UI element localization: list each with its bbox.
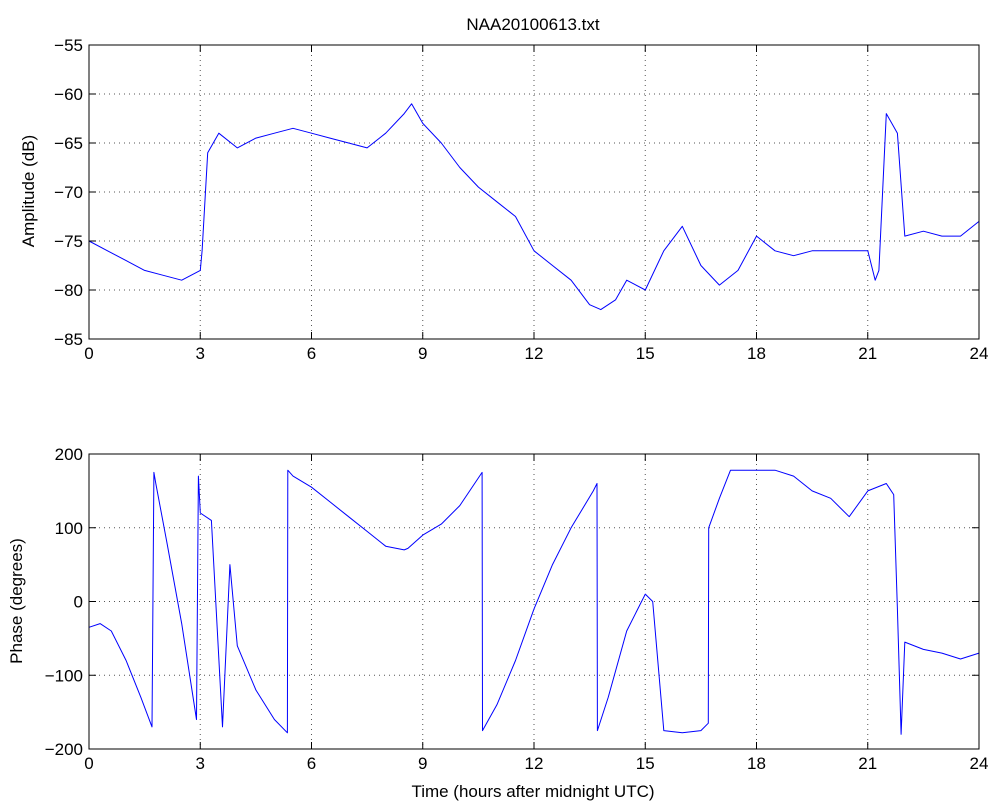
phase-y-tick-labels: 200 100 0 −100 −200 [45,445,83,759]
phase-y-axis-label: Phase (degrees) [7,538,26,664]
phase-x-tick-labels: 0 3 6 9 12 15 18 21 24 [84,754,988,773]
amplitude-y-tick-label: −70 [54,183,83,202]
amplitude-grid [89,45,979,339]
amplitude-x-tick-label: 12 [525,344,544,363]
phase-x-tick-label: 12 [525,754,544,773]
phase-x-tick-label: 9 [418,754,427,773]
amplitude-x-tick-label: 15 [636,344,655,363]
amplitude-y-tick-label: −75 [54,232,83,251]
amplitude-x-tick-label: 21 [858,344,877,363]
amplitude-x-tick-label: 24 [970,344,989,363]
amplitude-ticks [88,44,980,340]
amplitude-y-tick-labels: −55 −60 −65 −70 −75 −80 −85 [54,36,83,349]
phase-panel: 0 3 6 9 12 15 18 21 24 200 100 0 −100 −200 Phase (de… [7,445,988,801]
phase-x-tick-label: 24 [970,754,989,773]
phase-y-tick-label: 200 [55,445,83,464]
phase-y-tick-label: −100 [45,666,83,685]
phase-x-tick-label: 15 [636,754,655,773]
phase-grid [89,454,979,749]
amplitude-y-tick-label: −80 [54,281,83,300]
phase-y-tick-label: 100 [55,519,83,538]
amplitude-y-tick-label: −60 [54,85,83,104]
amplitude-y-tick-label: −55 [54,36,83,55]
amplitude-x-tick-label: 3 [196,344,205,363]
phase-ticks [88,453,980,750]
phase-x-axis-label: Time (hours after midnight UTC) [411,782,654,801]
phase-y-tick-label: 0 [74,593,83,612]
phase-y-tick-label: −200 [45,740,83,759]
phase-x-tick-label: 18 [747,754,766,773]
amplitude-y-tick-label: −85 [54,330,83,349]
amplitude-y-axis-label: Amplitude (dB) [19,135,38,247]
phase-x-tick-label: 0 [84,754,93,773]
amplitude-panel: 0 3 6 9 12 15 18 21 24 −55 −60 −65 −70 −75 −80 −85 Amp… [19,36,988,363]
phase-x-tick-label: 3 [196,754,205,773]
phase-x-tick-label: 21 [858,754,877,773]
phase-x-tick-label: 6 [307,754,316,773]
amplitude-x-tick-label: 18 [747,344,766,363]
amplitude-x-tick-label: 0 [84,344,93,363]
amplitude-x-tick-label: 9 [418,344,427,363]
figure-title: NAA20100613.txt [466,15,600,34]
amplitude-series-line [88,103,980,311]
amplitude-y-tick-label: −65 [54,134,83,153]
amplitude-x-tick-labels: 0 3 6 9 12 15 18 21 24 [84,344,988,363]
amplitude-x-tick-label: 6 [307,344,316,363]
phase-series-line [88,469,980,735]
